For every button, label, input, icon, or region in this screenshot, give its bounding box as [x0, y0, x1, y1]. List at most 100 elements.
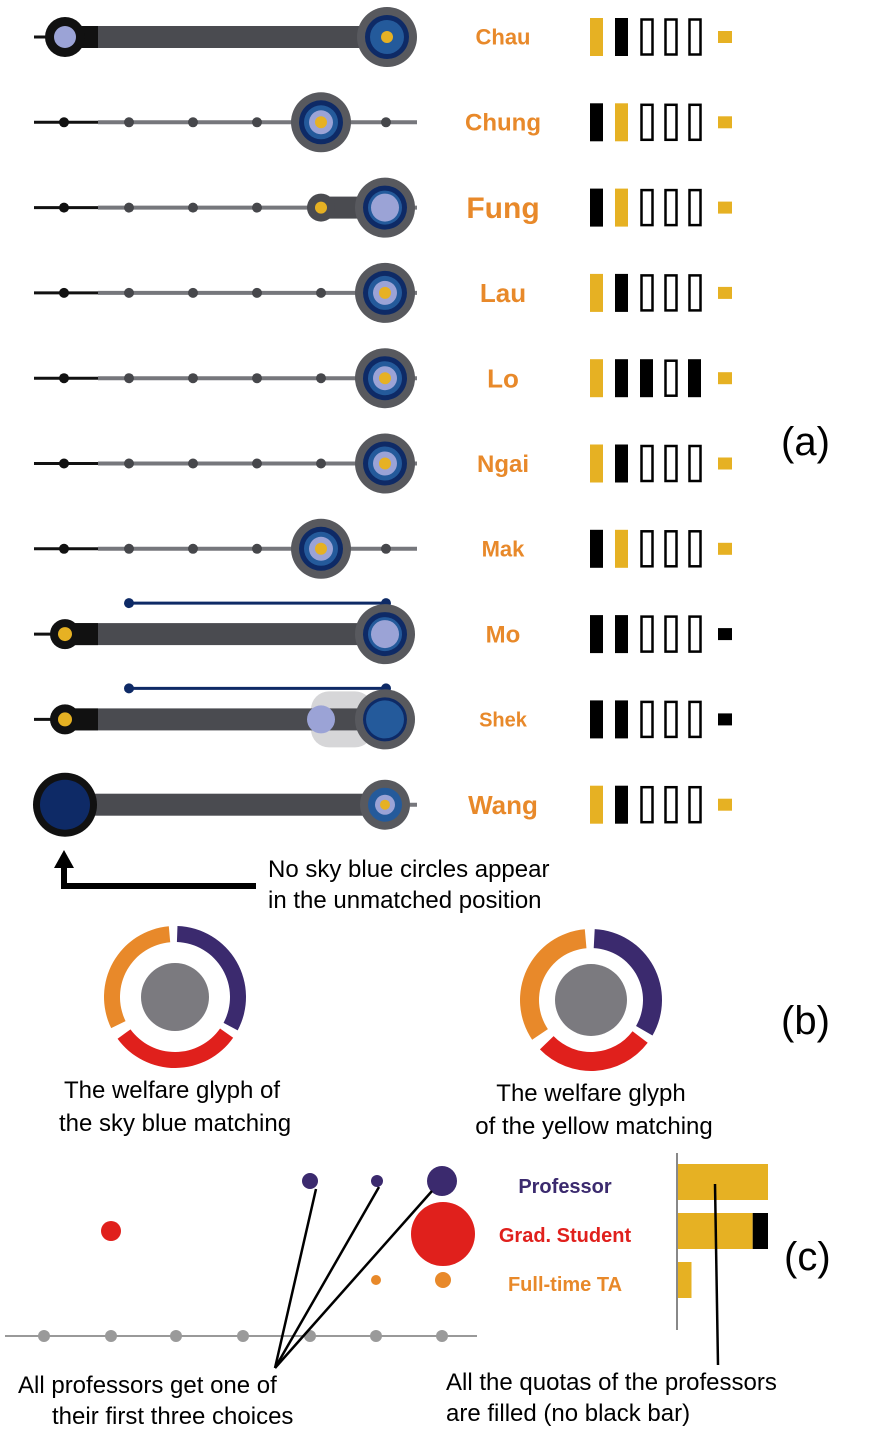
- status-marker: [718, 31, 732, 43]
- quota-box-empty: [664, 274, 678, 312]
- glyph1-caption-line2: the sky blue matching: [59, 1110, 291, 1137]
- quota-box-empty: [640, 103, 654, 142]
- row-lau: Lau: [34, 262, 732, 323]
- quota-box-yellow: [590, 18, 603, 56]
- choice-dot: [124, 373, 134, 384]
- row-name: Chau: [476, 25, 531, 50]
- quota-box-empty: [688, 785, 702, 824]
- quota-bars: [678, 1164, 768, 1298]
- quota-box-black: [640, 359, 653, 398]
- row-fung: Fung: [34, 177, 732, 238]
- professor-point-large: [427, 1166, 457, 1196]
- choice-dot: [316, 287, 326, 298]
- track-thick: [64, 708, 389, 731]
- quota-box-yellow: [590, 359, 603, 398]
- quota-box-black: [615, 18, 628, 56]
- choice-dot: [188, 373, 198, 384]
- glyph2-caption-line2: of the yellow matching: [475, 1113, 712, 1140]
- arrow-line: [61, 866, 256, 889]
- panel-b-label: (b): [781, 999, 830, 1043]
- choice-dot: [252, 202, 262, 213]
- choice-dot: [252, 543, 262, 554]
- choice-dot: [59, 458, 69, 469]
- quota-box-empty: [664, 18, 678, 56]
- quota-box-empty: [688, 700, 702, 739]
- glyph-arc-grad-student: [539, 1031, 648, 1071]
- status-marker: [718, 542, 732, 555]
- node-yellow: [381, 31, 393, 43]
- quota-bar-unfilled: [752, 1213, 768, 1249]
- row-chung: Chung: [34, 92, 732, 153]
- glyph2-caption-line1: The welfare glyph: [496, 1080, 685, 1107]
- quota-box-yellow: [615, 188, 628, 227]
- node-yellow: [315, 542, 327, 555]
- quota-box-black: [615, 444, 628, 483]
- right-caption-line1: All the quotas of the professors: [446, 1369, 777, 1396]
- panel-a-label: (a): [781, 420, 830, 464]
- grad-student-point-small: [101, 1221, 121, 1241]
- left-caption-line1: All professors get one of: [18, 1372, 277, 1399]
- row-mak: Mak: [34, 518, 732, 579]
- axis-dot: [370, 1330, 382, 1342]
- glyph1-caption-line1: The welfare glyph of: [64, 1077, 280, 1104]
- choice-dot: [316, 458, 326, 469]
- quota-box-black: [688, 359, 701, 398]
- choice-dot: [124, 458, 134, 469]
- quota-box-yellow: [615, 103, 628, 142]
- axis-dot: [436, 1330, 448, 1342]
- quota-box-yellow: [590, 273, 603, 312]
- track-thick: [64, 623, 389, 646]
- quota-box-empty: [664, 188, 678, 227]
- legend-grad-student: Grad. Student: [499, 1225, 632, 1247]
- node-yellow: [379, 286, 391, 299]
- quota-box-yellow: [615, 529, 628, 568]
- glyph-center: [141, 963, 209, 1031]
- quota-box-empty: [664, 103, 678, 142]
- node-yellow: [379, 372, 391, 385]
- professor-point: [302, 1173, 318, 1189]
- panel-a: Chau Chung Fung Lau Lo Ngai Mak Mo Shek Wang No s…: [33, 7, 830, 914]
- choice-dot: [124, 117, 134, 128]
- quota-box-empty: [640, 700, 654, 739]
- quota-box-yellow: [590, 785, 603, 824]
- status-marker: [718, 201, 732, 214]
- node-ring-inner: [366, 700, 404, 739]
- quota-box-empty: [664, 615, 678, 653]
- quota-box-black: [615, 700, 628, 739]
- quota-box-empty: [640, 615, 654, 653]
- row-name: Fung: [466, 192, 539, 225]
- node-yellow: [379, 457, 391, 470]
- quota-box-black: [615, 615, 628, 654]
- glyph-center: [555, 964, 627, 1036]
- grad-student-point-large: [411, 1202, 475, 1266]
- quota-box-empty: [688, 18, 702, 56]
- quota-bar-filled: [678, 1164, 768, 1200]
- choice-dot: [59, 287, 69, 298]
- quota-box-empty: [640, 530, 654, 568]
- row-ngai: Ngai: [34, 433, 732, 494]
- choice-dot: [188, 458, 198, 469]
- quota-bar-filled: [678, 1262, 692, 1298]
- panel-b: The welfare glyph of the sky blue matchi…: [59, 926, 830, 1140]
- choice-dot: [381, 117, 391, 128]
- quota-box-empty: [688, 444, 702, 483]
- node-yellow: [58, 627, 72, 642]
- panel-c-label: (c): [784, 1235, 831, 1279]
- annotation-line1: No sky blue circles appear: [268, 856, 549, 883]
- row-name: Lo: [487, 363, 519, 393]
- choice-dot: [124, 543, 134, 554]
- preference-dot: [124, 598, 134, 609]
- choice-dot: [188, 117, 198, 128]
- quota-box-empty: [688, 615, 702, 653]
- panel-c: All professors get one of their first th…: [5, 1153, 831, 1430]
- row-wang: Wang: [33, 772, 732, 837]
- quota-pointer-line: [713, 1183, 720, 1366]
- left-caption-line2: their first three choices: [52, 1403, 293, 1430]
- node-sky-blue: [307, 705, 335, 734]
- legend-professor: Professor: [518, 1176, 612, 1198]
- welfare-glyph-yellow: [520, 929, 662, 1071]
- quota-box-empty: [688, 188, 702, 227]
- quota-box-empty: [640, 274, 654, 312]
- status-marker: [718, 798, 732, 811]
- glyph-arc-grad-student: [117, 1028, 234, 1068]
